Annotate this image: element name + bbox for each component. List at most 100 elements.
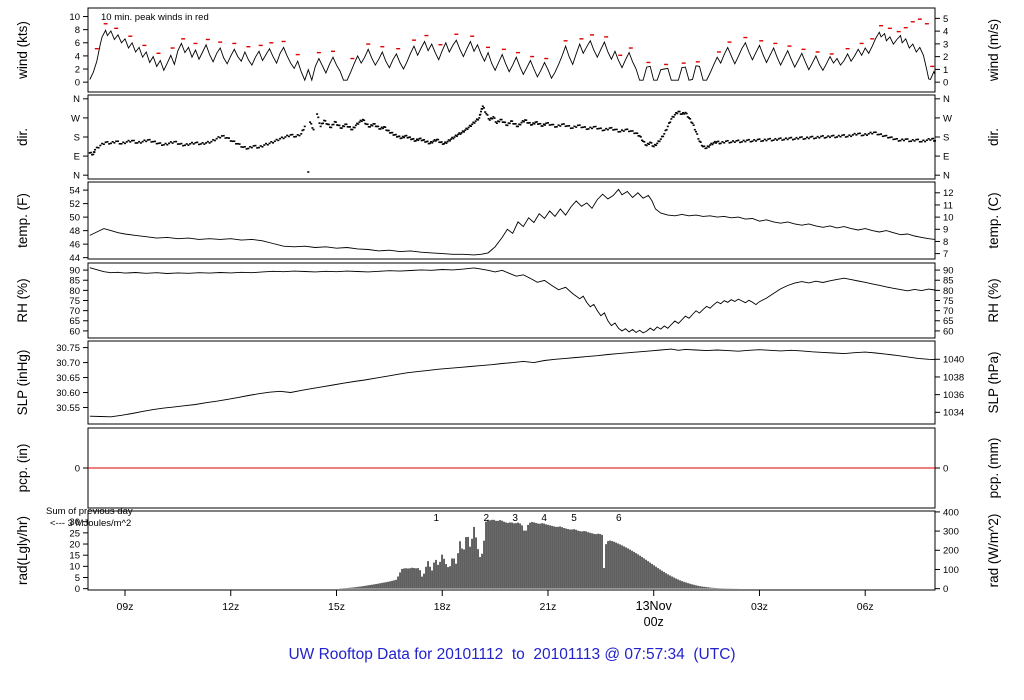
wind-peak-10min-dot	[380, 46, 385, 48]
wind-direction-dot	[115, 140, 118, 143]
solar-radiation-bars-bar	[583, 531, 585, 589]
solar-radiation-bars-bar	[565, 528, 567, 589]
wind-peak-10min-dot	[516, 51, 521, 54]
wind-direction-dot	[138, 140, 141, 143]
wind-direction-dot	[596, 127, 599, 130]
wind-direction-dot	[633, 132, 636, 135]
wind-direction-dot	[610, 126, 613, 129]
wind-direction-dot	[841, 134, 844, 137]
wind-peak-10min-dot	[366, 43, 371, 45]
wind-right-tick-label: 2	[943, 52, 948, 63]
rh-ylabel-right: RH (%)	[986, 278, 1001, 322]
solar-radiation-bars-bar	[683, 581, 685, 589]
wind-left-tick-label: 10	[69, 12, 80, 23]
wind-direction-dot	[844, 136, 847, 138]
solar-radiation-bars-bar	[393, 580, 395, 589]
wind-direction-dot	[321, 122, 324, 125]
solar-radiation-bars-bar	[621, 545, 623, 589]
solar-radiation-bars-bar	[505, 522, 507, 589]
solar-radiation-bars-bar	[581, 531, 583, 589]
temperature-line	[89, 188, 936, 256]
wind-direction-dot	[683, 113, 686, 115]
wind-direction-dot	[800, 136, 803, 138]
wind-direction-dot	[753, 139, 756, 141]
solar-radiation-bars-bar	[703, 586, 705, 589]
wind-direction-dot	[148, 138, 151, 141]
wind-direction-dot	[247, 147, 250, 150]
wind-direction-dot	[696, 133, 699, 135]
wind-direction-dot	[157, 142, 160, 145]
wind-direction-dot	[732, 140, 735, 142]
wind-direction-dot	[124, 142, 127, 145]
solar-radiation-bars-bar	[601, 534, 603, 589]
wind-direction-dot	[249, 145, 252, 148]
solar-radiation-bars-bar	[611, 541, 613, 589]
wind-peak-10min-dot	[787, 45, 792, 47]
solar-radiation-bars-bar	[415, 568, 417, 589]
rad-left-tick-label: 20	[69, 539, 80, 550]
solar-radiation-bars-bar	[711, 587, 713, 589]
wind-direction-dot	[506, 124, 509, 127]
solar-radiation-bars-bar	[631, 550, 633, 589]
wind-direction-dot	[816, 135, 819, 138]
wind-direction-dot	[466, 128, 469, 131]
wind-direction-dot	[518, 123, 521, 126]
wind-direction-dot	[141, 140, 144, 143]
wind-direction-dot	[318, 122, 321, 124]
wind-direction-dot	[349, 126, 352, 128]
solar-radiation-bars-bar	[579, 531, 581, 589]
wind-direction-dot	[153, 140, 156, 143]
wind-direction-dot	[587, 128, 590, 130]
solar-radiation-bars-bar	[447, 567, 449, 589]
wind-direction-dot	[712, 142, 715, 144]
wind-peak-10min-dot	[438, 44, 443, 46]
wind-direction-dot	[517, 125, 520, 128]
solar-radiation-bars-bar	[375, 584, 377, 589]
wind-direction-dot	[918, 141, 921, 143]
wind-direction-dot	[922, 139, 925, 142]
wind-direction-dot	[665, 128, 668, 131]
wind-direction-dot	[532, 122, 535, 124]
wind-direction-dot	[666, 125, 669, 128]
wind-direction-dot	[331, 123, 334, 126]
wind-direction-dot	[548, 124, 551, 126]
wind-direction-dot	[713, 140, 716, 143]
solar-radiation-bars-bar	[539, 523, 541, 589]
solar-radiation-bars-bar	[699, 586, 701, 589]
dir-left-tick-label: E	[74, 151, 80, 162]
wind-direction-dot	[205, 142, 208, 144]
wind-direction-dot	[487, 117, 490, 120]
wind-direction-dot	[546, 122, 549, 124]
wind-direction-dot	[353, 126, 356, 129]
rad-left-tick-label: 25	[69, 528, 80, 539]
solar-radiation-bars-bar	[379, 583, 381, 589]
solar-radiation-bars-bar	[607, 541, 609, 589]
wind-direction-dot	[569, 127, 572, 130]
wind-direction-dot	[636, 132, 639, 135]
wind-direction-dot	[642, 140, 645, 143]
wind-direction-dot	[101, 142, 104, 145]
solar-radiation-bars-bar	[419, 570, 421, 589]
wind-direction-dot	[159, 142, 162, 144]
solar-radiation-bars-bar	[597, 533, 599, 589]
wind-direction-dot	[178, 143, 181, 145]
wind-direction-dot	[721, 141, 724, 143]
wind-direction-dot	[384, 126, 387, 129]
wind-direction-dot	[770, 139, 773, 142]
solar-radiation-bars-bar	[641, 556, 643, 589]
wind-direction-dot	[390, 131, 393, 134]
wind-direction-dot	[692, 124, 695, 126]
wind-direction-dot	[920, 140, 923, 143]
wind-direction-dot	[417, 139, 420, 142]
wind-direction-dot	[279, 137, 282, 140]
wind-direction-dot	[795, 136, 798, 139]
wind-peak-10min-dot	[269, 42, 274, 44]
temp-right-tick-label: 12	[943, 188, 954, 199]
wind-direction-dot	[401, 135, 404, 138]
wind-direction-dot	[365, 123, 368, 126]
solar-radiation-bars-bar	[397, 576, 399, 589]
wind-direction-dot	[500, 118, 503, 121]
wind-direction-dot	[432, 140, 435, 143]
wind-direction-dot	[932, 137, 935, 140]
wind-direction-dot	[535, 121, 538, 123]
